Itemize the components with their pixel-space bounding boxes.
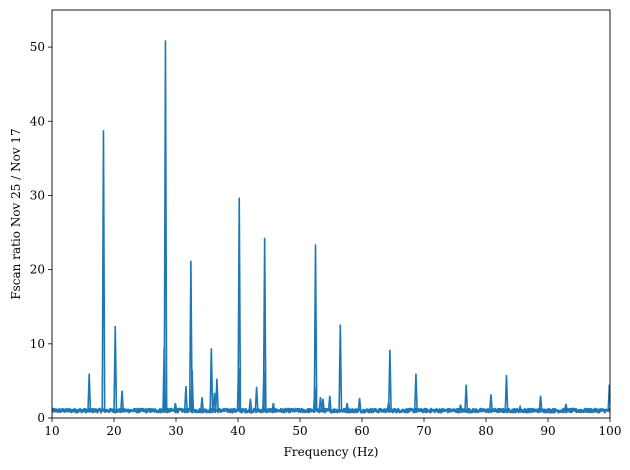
x-tick-label: 80 — [478, 424, 493, 438]
peak-2 — [113, 325, 118, 411]
peak-13 — [214, 378, 219, 411]
x-tick-label: 100 — [599, 424, 622, 438]
y-tick-label: 50 — [30, 40, 45, 54]
series-line — [52, 40, 610, 414]
x-tick-label: 10 — [44, 424, 59, 438]
peak-18 — [262, 237, 267, 411]
x-tick-label: 40 — [230, 424, 245, 438]
x-axis-label: Frequency (Hz) — [284, 445, 379, 459]
peak-26 — [338, 324, 343, 411]
peak-19 — [262, 370, 267, 411]
peak-5 — [162, 346, 167, 411]
peak-15 — [236, 368, 241, 411]
peak-20 — [271, 403, 276, 411]
peak-10 — [200, 397, 205, 411]
plot-frame — [51, 9, 611, 419]
peak-16 — [248, 398, 253, 411]
y-tick-label: 40 — [30, 114, 45, 128]
peak-25 — [327, 395, 332, 411]
peak-7 — [183, 386, 188, 411]
peak-36 — [518, 404, 523, 411]
peak-4 — [163, 40, 168, 411]
plot-layer — [52, 40, 610, 414]
y-tick-label: 0 — [37, 411, 45, 425]
y-tick-label: 10 — [30, 337, 45, 351]
y-tick-label: 20 — [30, 263, 45, 277]
x-tick-label: 50 — [292, 424, 307, 438]
peak-22 — [312, 386, 317, 411]
peak-8 — [188, 260, 193, 411]
peak-34 — [488, 394, 493, 411]
peak-9 — [190, 369, 195, 411]
peak-3 — [120, 390, 125, 411]
peak-11 — [209, 348, 214, 411]
peak-14 — [237, 197, 242, 411]
x-tick-label: 30 — [168, 424, 183, 438]
y-tick-label: 30 — [30, 188, 45, 202]
peak-39 — [607, 384, 610, 411]
x-tick-label: 90 — [540, 424, 555, 438]
peak-24 — [320, 398, 325, 411]
noise-band — [52, 407, 610, 414]
x-tick-label: 60 — [354, 424, 369, 438]
peak-6 — [173, 403, 178, 411]
peak-27 — [345, 403, 350, 411]
y-axis-label: Fscan ratio Nov 25 / Nov 17 — [9, 128, 23, 299]
x-tick-label: 20 — [106, 424, 121, 438]
peak-28 — [357, 397, 362, 411]
peak-37 — [538, 395, 543, 411]
peak-31 — [413, 373, 418, 411]
peak-32 — [458, 404, 463, 411]
peak-21 — [313, 244, 318, 411]
peak-29 — [387, 349, 392, 411]
peak-38 — [563, 403, 568, 411]
peak-35 — [504, 374, 509, 411]
peak-30 — [386, 401, 391, 411]
peak-1 — [101, 130, 106, 411]
x-tick-label: 70 — [416, 424, 431, 438]
peak-23 — [318, 397, 323, 411]
peak-0 — [87, 373, 92, 411]
peak-17 — [254, 386, 259, 411]
peak-33 — [464, 384, 469, 411]
